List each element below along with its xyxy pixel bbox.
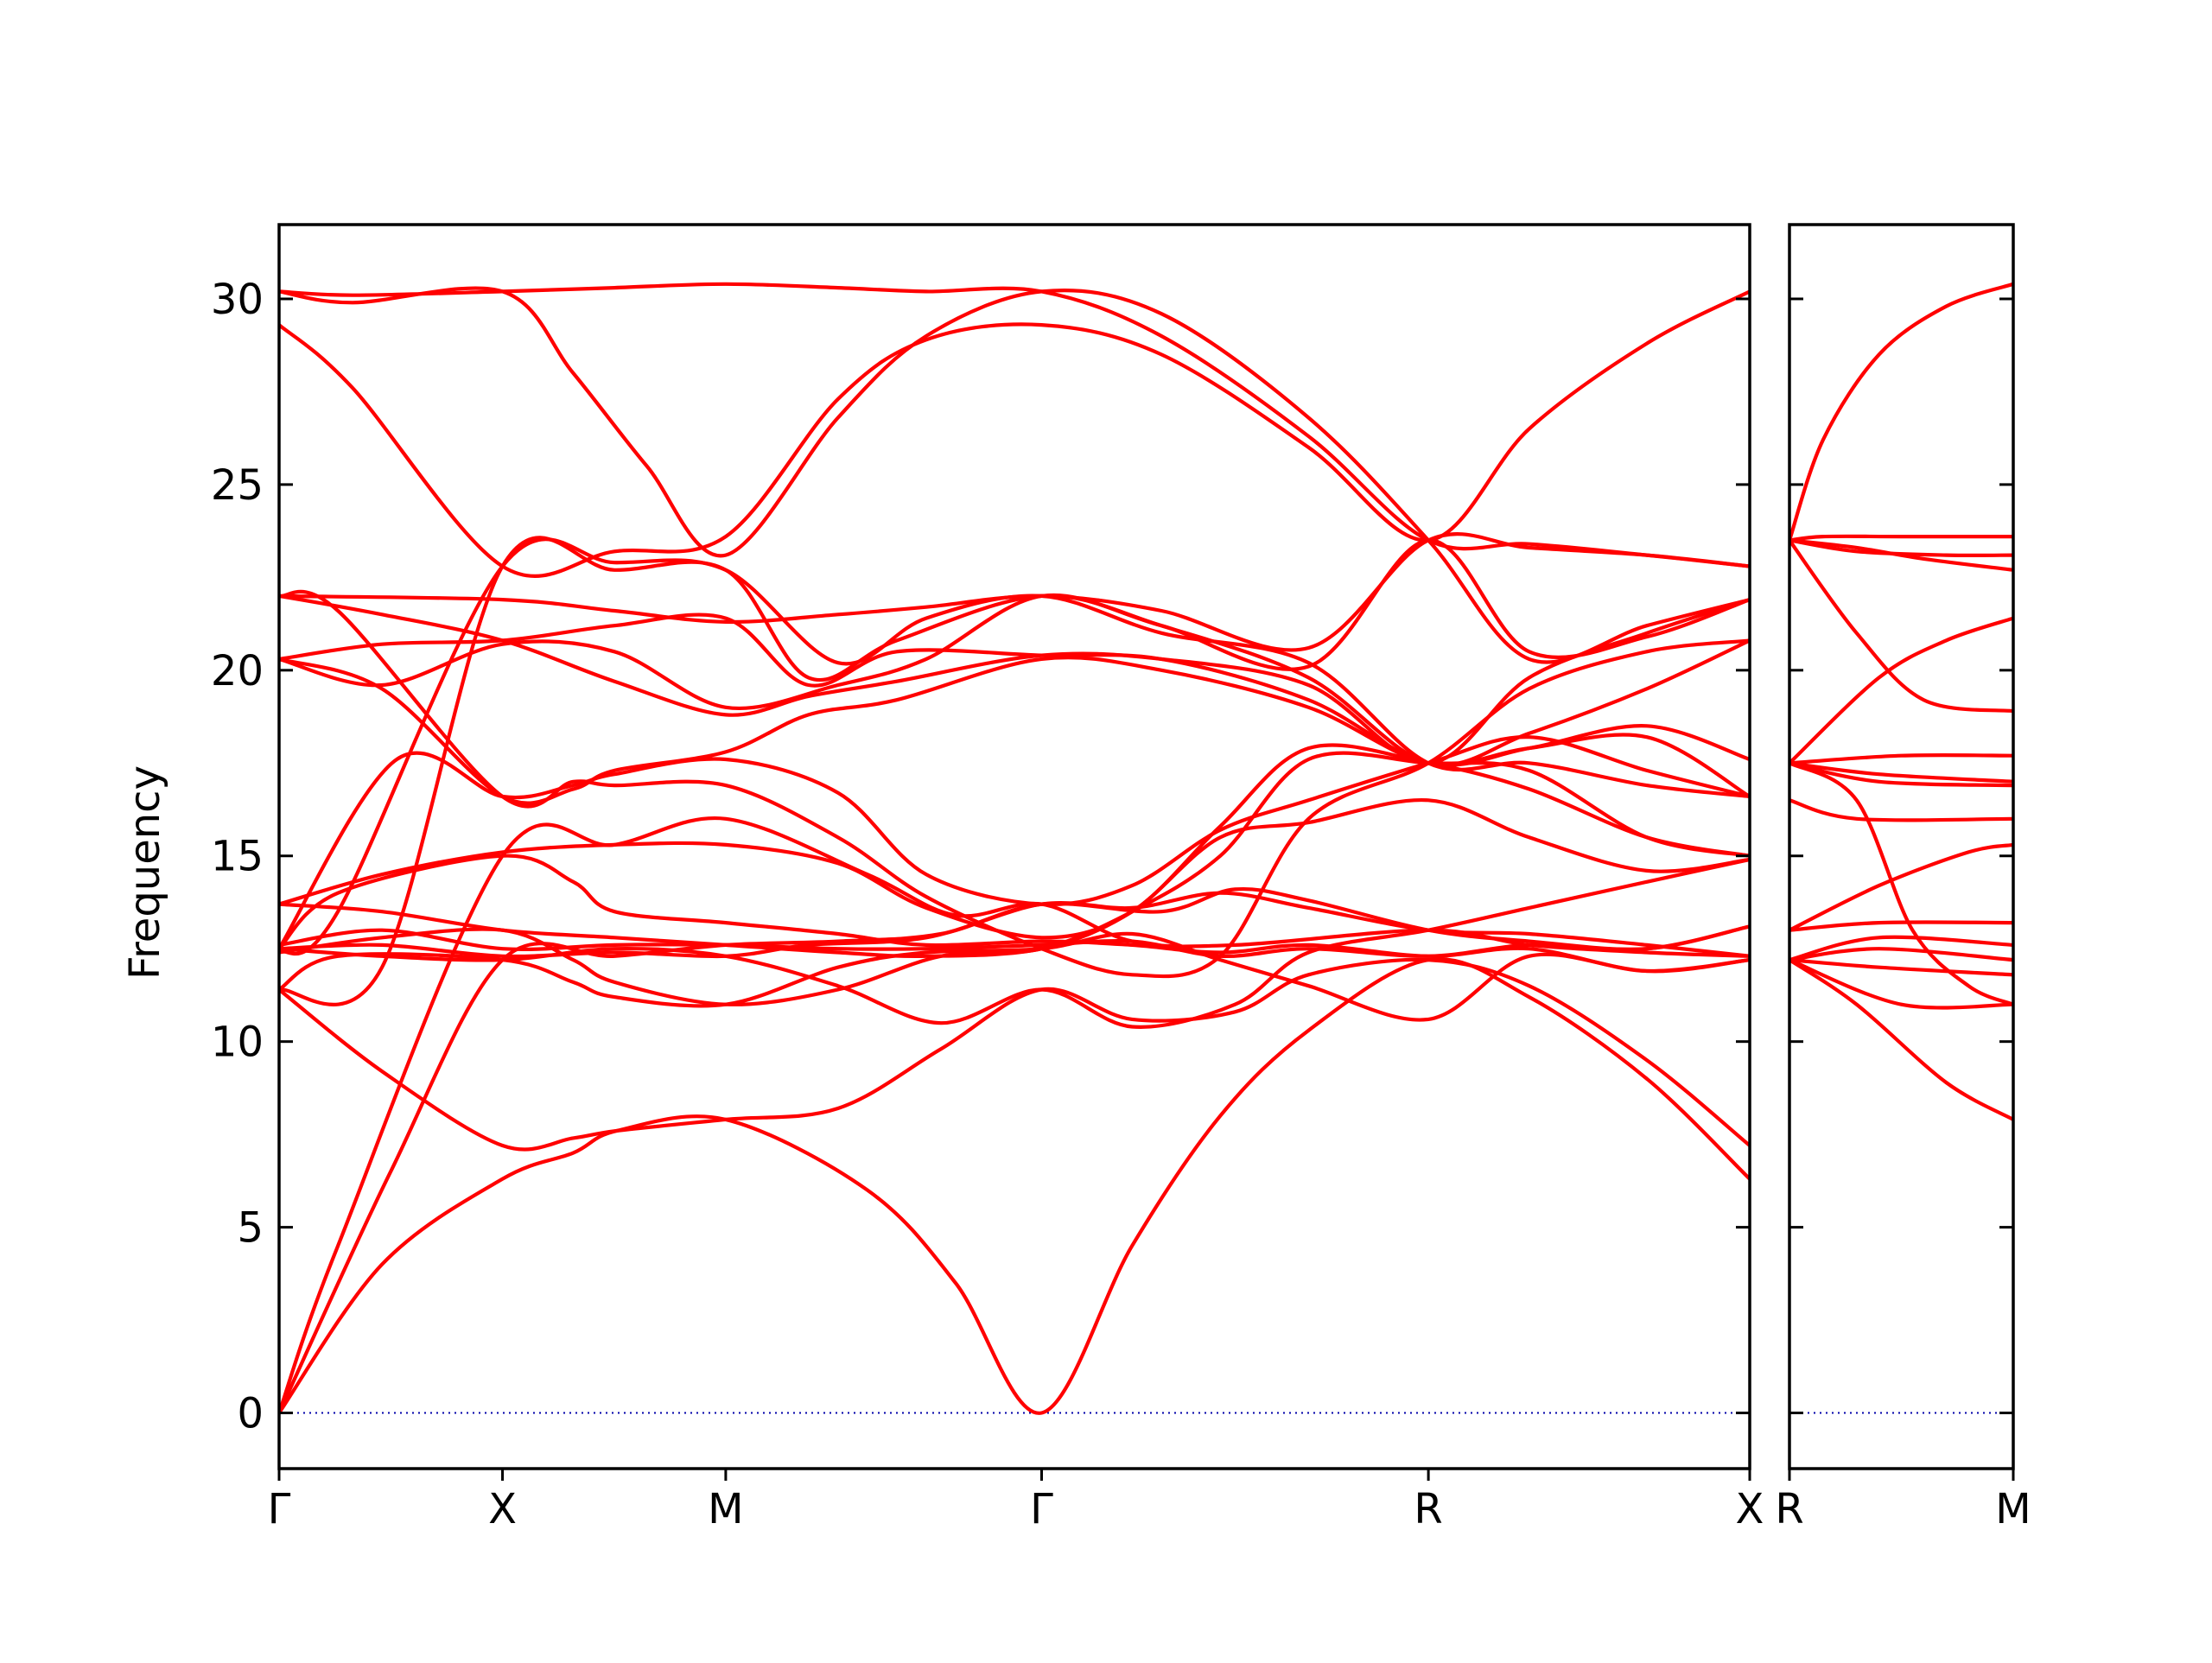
phonon-band-11 <box>1789 798 2013 822</box>
y-tick-label: 5 <box>237 1204 264 1253</box>
x-tick-label: X <box>488 1485 517 1533</box>
y-tick-label: 10 <box>211 1019 264 1067</box>
phonon-band-19 <box>279 289 1750 578</box>
phonon-band-4 <box>1789 538 2013 572</box>
phonon-band-18 <box>1789 958 2013 1121</box>
phonon-band-1 <box>279 886 1750 1415</box>
phonon-band-15 <box>279 538 1750 710</box>
phonon-band-18 <box>279 613 1750 767</box>
phonon-band-6 <box>1789 616 2013 765</box>
y-tick-label: 0 <box>237 1390 264 1438</box>
phonon-band-5 <box>1789 538 2013 714</box>
phonon-band-7 <box>1789 752 2013 765</box>
x-tick-label: M <box>1995 1485 2031 1533</box>
phonon-band-5 <box>279 931 1750 1022</box>
phonon-band-24 <box>279 536 1750 1006</box>
y-axis-ticks: 0 5 10 15 20 25 30 <box>211 276 264 1438</box>
y-tick-label: 30 <box>211 276 264 324</box>
x-tick-label: M <box>708 1485 743 1533</box>
phonon-band-21 <box>279 286 1750 664</box>
phonon-band-15 <box>1789 947 2013 962</box>
phonon-band-8 <box>1789 761 2013 784</box>
x-tick-label: R <box>1775 1485 1803 1533</box>
phonon-band-2 <box>1789 534 2013 543</box>
plot-frame <box>1788 223 2015 1470</box>
phonon-band-17 <box>279 593 1750 765</box>
phonon-band-17 <box>1789 958 2013 1010</box>
x-tick-label: Γ <box>268 1485 291 1533</box>
phonon-band-10 <box>1789 761 2013 1006</box>
y-axis-label: Frequency <box>121 765 169 980</box>
y-tick-label: 20 <box>211 647 264 695</box>
phonon-band-12 <box>279 743 1750 940</box>
plot-frame <box>277 223 1751 1470</box>
phonon-band-12 <box>1789 842 2013 932</box>
x-tick-label: Γ <box>1030 1485 1053 1533</box>
phonon-band-23 <box>279 537 1750 956</box>
phonon-band-16 <box>1789 958 2013 977</box>
phonon-band-14 <box>279 589 1750 979</box>
phonon-band-22 <box>279 891 1750 959</box>
phonon-band-4 <box>279 957 1750 1152</box>
phonon-band-3 <box>279 957 1750 1415</box>
phonon-band-16 <box>279 532 1750 652</box>
phonon-band-13 <box>1789 920 2013 932</box>
x-tick-label: X <box>1736 1485 1764 1533</box>
phonon-band-1 <box>1789 282 2013 543</box>
phonon-band-20 <box>279 282 1750 568</box>
phonon-band-9 <box>1789 761 2013 788</box>
y-tick-label: 15 <box>211 833 264 881</box>
phonon-band-14 <box>1789 935 2013 962</box>
y-tick-label: 25 <box>211 461 264 510</box>
x-tick-label: R <box>1414 1485 1442 1533</box>
